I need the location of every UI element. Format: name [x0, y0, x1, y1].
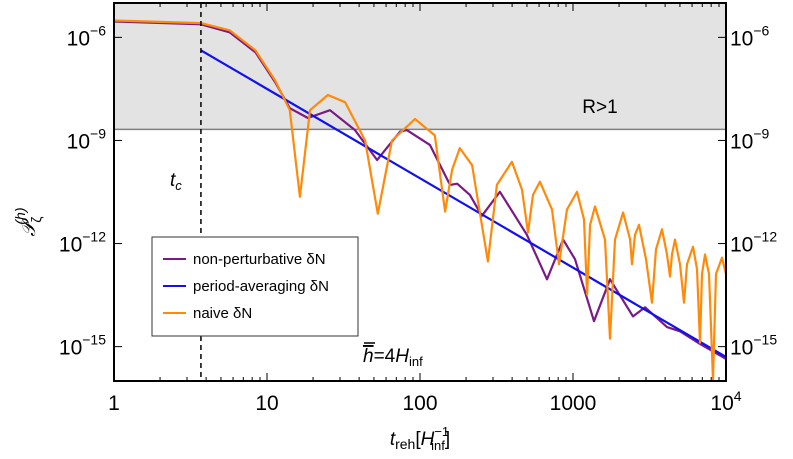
y-tick-label-right: 10−9 [730, 125, 770, 153]
y-tick-label-left: 10−12 [59, 229, 106, 257]
legend-label-non-perturbative: non-perturbative δN [193, 251, 326, 268]
y-tick-label-left: 10−15 [59, 332, 106, 360]
series-line-2 [113, 19, 728, 381]
axis-ticks: 1 10 100 1000 104 10−6 10−6 10−9 10−9 10−12 10−12 1… [59, 3, 777, 415]
legend-label-period-averaging: period-averaging δN [193, 278, 329, 295]
x-tick-label: 10 [255, 392, 278, 415]
legend-label-naive: naive δN [193, 305, 252, 322]
legend: non-perturbative δN period-averaging δN … [151, 236, 359, 337]
x-tick-label: 100 [402, 392, 437, 415]
x-tick-label: 104 [710, 388, 741, 415]
shaded-region-r-gt-1 [114, 3, 726, 130]
y-tick-label-left: 10−6 [67, 22, 107, 50]
y-tick-label-right: 10−12 [730, 229, 777, 257]
y-tick-label-right: 10−15 [730, 332, 777, 360]
tc-label: tc [170, 170, 182, 193]
x-axis-label: treh[H−1 inf] [390, 424, 450, 453]
series-layer [113, 19, 728, 381]
y-tick-label-left: 10−9 [67, 125, 107, 153]
x-tick-label: 1000 [550, 392, 597, 415]
y-tick-label-right: 10−6 [730, 22, 770, 50]
y-axis-label: 𝒫ζ(h) [12, 207, 44, 236]
plot-frame [113, 2, 727, 382]
series-line-1 [200, 49, 727, 358]
hbar-annotation: h=4Hinf [363, 346, 423, 369]
x-tick-label: 1 [108, 392, 120, 415]
r-gt-1-label: R>1 [582, 97, 617, 118]
